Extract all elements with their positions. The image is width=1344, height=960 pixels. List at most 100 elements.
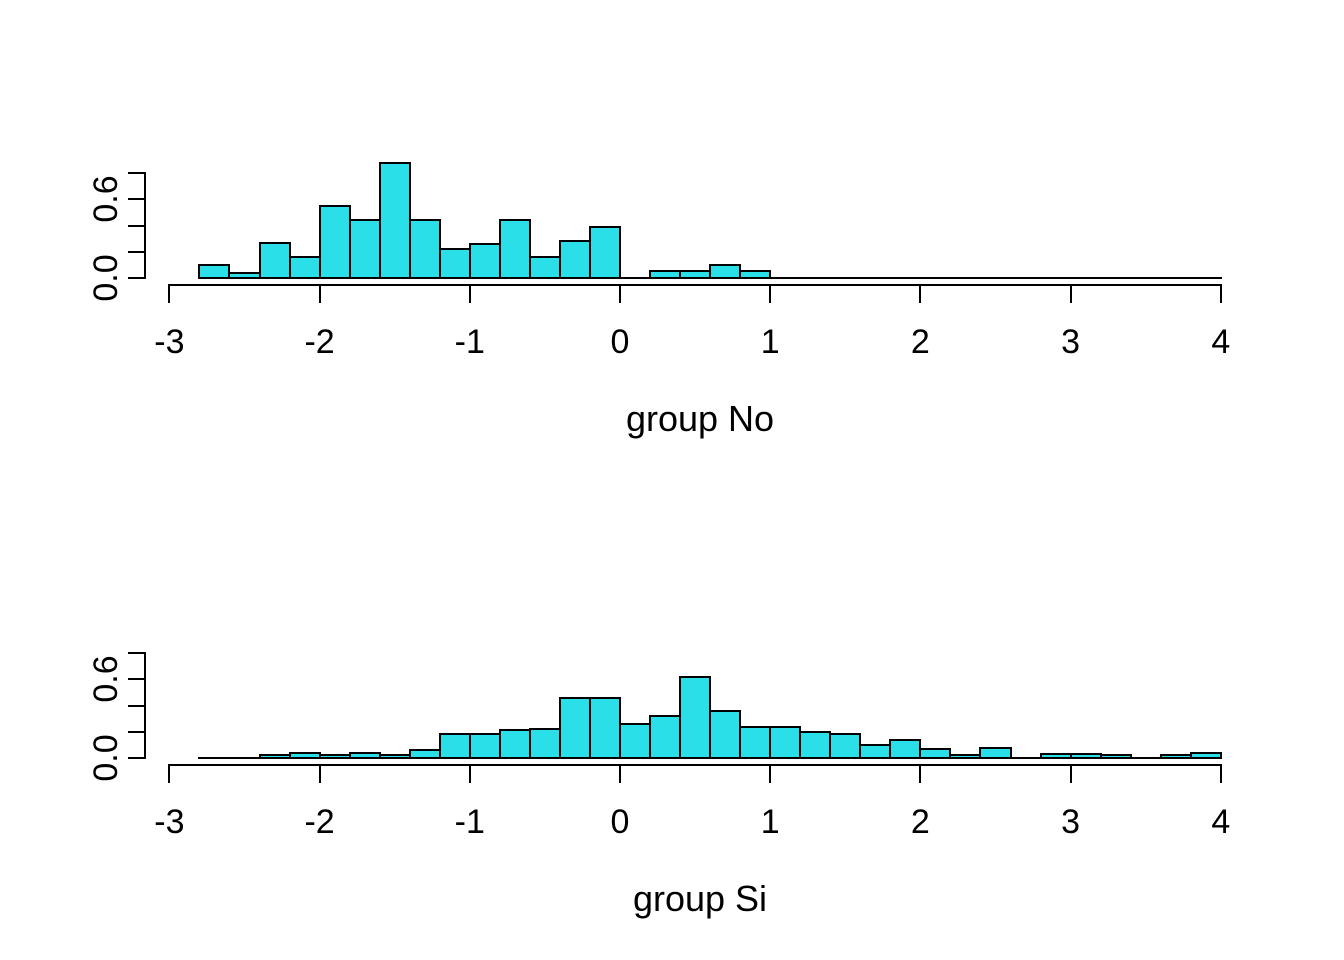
y-axis-line — [144, 172, 146, 279]
histogram-bar — [469, 242, 501, 279]
x-axis-tick — [168, 284, 171, 303]
histogram-bar — [1160, 754, 1192, 759]
histogram-bar — [198, 263, 230, 279]
x-axis-tick — [468, 284, 471, 303]
histogram-bar — [499, 219, 531, 279]
x-axis-tick-label: -1 — [454, 803, 485, 841]
x-axis-tick-label: 0 — [610, 803, 630, 841]
y-axis-tick — [128, 277, 144, 279]
histogram-bar — [739, 270, 771, 279]
histogram-bar — [709, 263, 741, 279]
y-axis-line — [144, 652, 146, 759]
x-axis-tick-label: 0 — [610, 323, 630, 361]
histogram-bar — [1040, 753, 1072, 759]
histogram-bar — [739, 725, 771, 759]
histogram-bar — [499, 729, 531, 759]
y-axis-tick — [128, 704, 144, 707]
histogram-bar — [709, 709, 741, 759]
y-axis-tick-label: 0.0 — [87, 254, 125, 302]
histogram-bar — [589, 696, 621, 759]
y-axis-tick — [128, 250, 144, 253]
histogram-bar — [1190, 751, 1222, 759]
x-axis-tick — [318, 284, 321, 303]
histogram-bar — [649, 270, 681, 279]
y-axis-tick — [128, 678, 144, 681]
histogram-bar — [919, 747, 951, 759]
x-axis-tick — [769, 764, 772, 783]
x-axis-title: group No — [625, 398, 775, 439]
y-axis-tick — [128, 730, 144, 733]
x-axis-tick-label: 2 — [910, 323, 930, 361]
x-axis-tick — [619, 284, 621, 303]
x-axis-tick — [1069, 764, 1072, 783]
histogram-bar — [319, 754, 351, 759]
x-axis-tick-label: -3 — [154, 803, 185, 841]
histogram-bar — [349, 751, 381, 759]
y-axis-tick — [128, 224, 144, 227]
y-axis-tick — [128, 652, 144, 655]
x-axis-tick-label: -3 — [154, 323, 185, 361]
x-axis-tick — [769, 284, 772, 303]
histogram-bar — [859, 743, 891, 759]
x-axis-line — [168, 284, 1222, 286]
x-axis-tick-label: -2 — [304, 323, 335, 361]
histogram-bar — [949, 754, 981, 759]
y-axis-tick — [128, 198, 144, 201]
histogram-bar — [379, 754, 411, 759]
histogram-bar — [979, 746, 1012, 759]
histogram-bar — [409, 219, 441, 279]
histogram-bar — [769, 725, 801, 759]
x-axis-tick — [1069, 284, 1072, 303]
histogram-bar — [559, 240, 591, 279]
histogram-bar — [589, 225, 621, 279]
y-axis-tick — [128, 757, 144, 759]
histogram-bar — [829, 733, 861, 759]
histogram-bar — [529, 728, 561, 759]
histogram-bar — [649, 715, 681, 759]
y-axis-tick-label: 0.6 — [87, 655, 125, 704]
x-axis-tick-label: 2 — [910, 803, 930, 841]
histogram-bar — [889, 738, 921, 759]
histogram-bar — [679, 675, 711, 759]
x-axis-tick — [318, 764, 321, 783]
y-axis-tick — [128, 172, 144, 175]
x-axis-tick — [1219, 764, 1222, 783]
histogram-bar — [289, 751, 321, 759]
histogram-bar — [1070, 753, 1102, 759]
histogram-bar — [559, 696, 591, 759]
x-axis-title: group Si — [632, 878, 768, 919]
x-axis-tick — [468, 764, 471, 783]
histogram-bar — [439, 248, 471, 279]
histogram-bar — [289, 256, 321, 279]
histogram-bar — [319, 204, 351, 279]
histogram-bar — [439, 733, 471, 759]
x-axis-tick-label: -2 — [304, 803, 335, 841]
x-axis-tick — [919, 764, 922, 783]
x-axis-tick — [168, 764, 171, 783]
histogram-bar — [379, 161, 411, 279]
histogram-bar — [1100, 754, 1132, 759]
x-axis-tick-label: 1 — [760, 803, 780, 841]
x-axis-tick — [619, 764, 621, 783]
x-axis-line — [168, 764, 1222, 766]
histogram-bar — [228, 271, 261, 279]
x-axis-tick-label: -1 — [454, 323, 485, 361]
y-axis-tick-label: 0.0 — [87, 734, 125, 782]
x-axis-tick-label: 3 — [1061, 323, 1081, 361]
histogram-bar — [799, 730, 831, 759]
y-axis-tick-label: 0.6 — [87, 175, 125, 224]
histogram-bar — [349, 219, 381, 279]
x-axis-tick-label: 4 — [1211, 803, 1231, 841]
histogram-bar — [679, 270, 711, 279]
histogram-bar — [259, 754, 291, 759]
x-axis-tick-label: 1 — [760, 323, 780, 361]
histogram-bar — [409, 749, 441, 759]
histogram-bar — [619, 722, 651, 759]
x-axis-tick — [1219, 284, 1222, 303]
x-axis-tick-label: 3 — [1061, 803, 1081, 841]
x-axis-tick-label: 4 — [1211, 323, 1231, 361]
x-axis-tick — [919, 284, 922, 303]
histogram-bar — [259, 241, 291, 279]
histogram-bar — [469, 733, 501, 759]
